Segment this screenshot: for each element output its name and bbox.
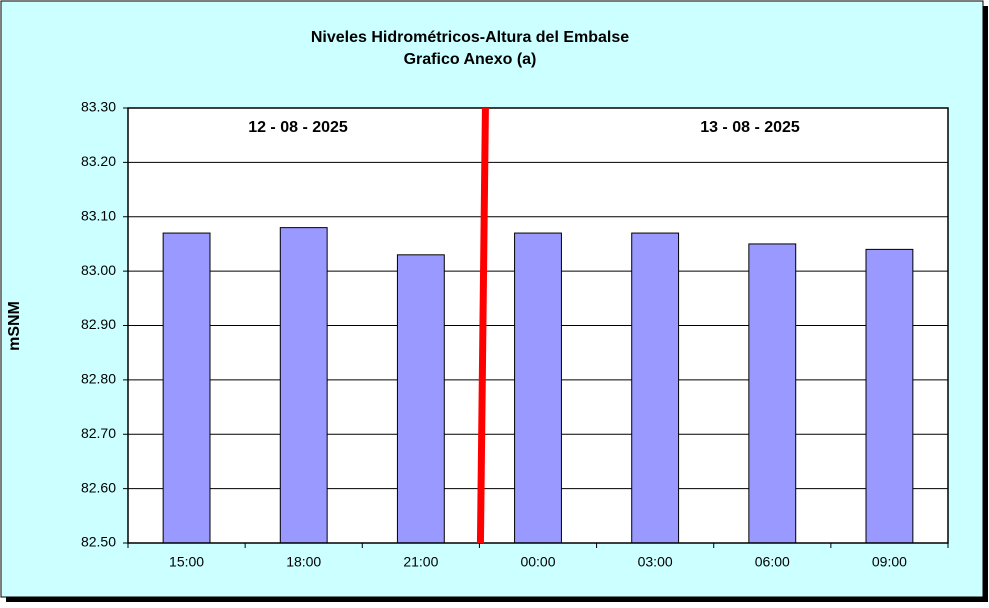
- bar: [865, 248, 914, 544]
- y-tick-label: 82.60: [81, 479, 116, 495]
- x-tick-label: 00:00: [520, 554, 555, 570]
- y-tick-label: 83.30: [81, 99, 116, 115]
- plot-border: [127, 107, 949, 544]
- annotation: 12 - 08 - 2025: [248, 119, 348, 136]
- y-axis-label: mSNM: [6, 301, 23, 351]
- x-tick-label: 09:00: [872, 554, 907, 570]
- date-divider: [476, 107, 489, 544]
- y-tick-label: 82.50: [81, 534, 116, 550]
- chart-subtitle: Grafico Anexo (a): [404, 51, 537, 68]
- y-tick-label: 82.80: [81, 371, 116, 387]
- bar: [748, 243, 797, 544]
- bar: [162, 232, 211, 544]
- y-tick-label: 83.00: [81, 262, 116, 278]
- bar: [279, 227, 328, 544]
- y-tick-label: 83.10: [81, 207, 116, 223]
- y-tick-label: 83.20: [81, 153, 116, 169]
- x-tick-label: 18:00: [286, 554, 321, 570]
- bar: [514, 232, 562, 544]
- bar: [631, 232, 680, 544]
- x-tick-label: 15:00: [169, 554, 204, 570]
- chart-title: Niveles Hidrométricos-Altura del Embalse: [311, 29, 629, 46]
- annotation: 13 - 08 - 2025: [700, 119, 800, 136]
- y-tick-label: 82.70: [81, 425, 116, 441]
- x-tick-label: 03:00: [638, 554, 673, 570]
- y-tick-label: 82.90: [81, 316, 116, 332]
- x-tick-label: 06:00: [755, 554, 790, 570]
- x-tick-label: 21:00: [403, 554, 438, 570]
- bar: [396, 254, 445, 544]
